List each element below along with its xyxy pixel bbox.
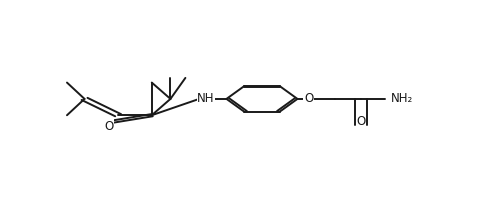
Text: NH: NH (197, 92, 214, 105)
Text: NH₂: NH₂ (391, 92, 413, 105)
Text: O: O (304, 92, 313, 105)
Text: O: O (356, 115, 365, 128)
Text: O: O (104, 120, 113, 133)
